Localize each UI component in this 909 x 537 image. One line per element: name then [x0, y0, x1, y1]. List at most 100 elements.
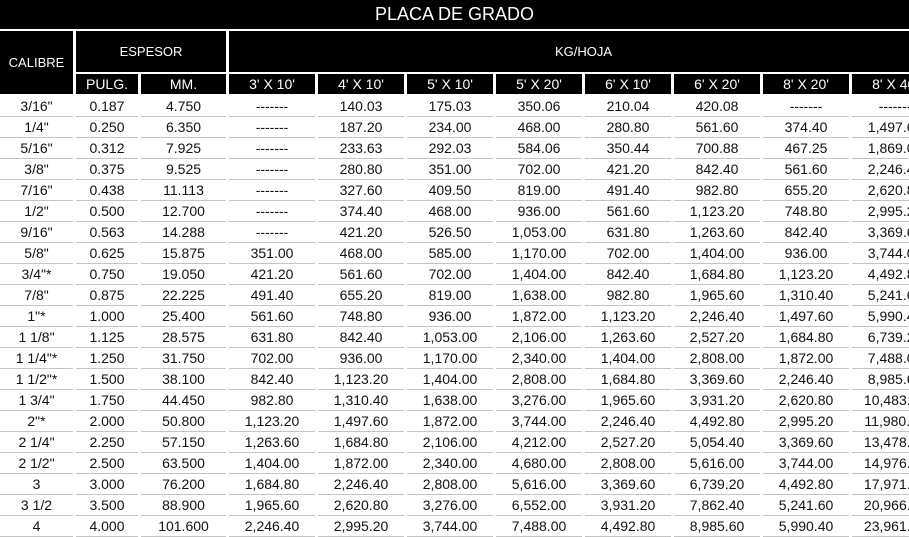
header-size: 6' X 10': [585, 74, 672, 96]
cell-kg: 2,246.40: [674, 306, 761, 327]
header-size: 4' X 10': [318, 74, 405, 96]
cell-kg: 702.00: [585, 243, 672, 264]
cell-kg: 1,684.80: [318, 432, 405, 453]
cell-kg: 2,995.20: [852, 201, 909, 222]
cell-kg: 1,123.20: [229, 411, 316, 432]
cell-mm: 19.050: [141, 264, 227, 285]
cell-calibre: 7/8": [0, 285, 73, 306]
cell-kg: 14,976.00: [852, 453, 909, 474]
cell-kg: 1,638.00: [496, 285, 583, 306]
cell-kg: 1,638.00: [407, 390, 494, 411]
cell-kg: 2,620.80: [318, 495, 405, 516]
cell-kg: 2,246.40: [585, 411, 672, 432]
cell-kg: 5,616.00: [496, 474, 583, 495]
cell-kg: 1,497.60: [852, 117, 909, 138]
cell-mm: 6.350: [141, 117, 227, 138]
cell-kg: 936.00: [763, 243, 850, 264]
cell-kg: 1,404.00: [229, 453, 316, 474]
cell-kg: 421.20: [318, 222, 405, 243]
cell-mm: 38.100: [141, 369, 227, 390]
cell-kg: 1,263.60: [229, 432, 316, 453]
cell-kg: 5,990.40: [763, 516, 850, 537]
table-row: 1 1/4"* 1.250 31.750 702.00 936.00 1,170.00 2,…: [0, 348, 909, 369]
cell-kg: 2,995.20: [318, 516, 405, 537]
cell-calibre: 3/8": [0, 159, 73, 180]
cell-kg: 2,106.00: [496, 327, 583, 348]
cell-kg: 982.80: [585, 285, 672, 306]
cell-kg: 5,241.60: [763, 495, 850, 516]
cell-mm: 7.925: [141, 138, 227, 159]
cell-calibre: 1 3/4": [0, 390, 73, 411]
cell-kg: 1,404.00: [496, 264, 583, 285]
header-calibre: CALIBRE: [0, 31, 73, 96]
cell-kg: 2,106.00: [407, 432, 494, 453]
cell-kg: 6,739.20: [852, 327, 909, 348]
cell-kg: -------: [229, 138, 316, 159]
header-kg-hoja: KG/HOJA: [229, 31, 909, 74]
cell-kg: 2,808.00: [407, 474, 494, 495]
cell-mm: 25.400: [141, 306, 227, 327]
cell-kg: 3,369.60: [763, 432, 850, 453]
cell-kg: 11,980.80: [852, 411, 909, 432]
cell-kg: 17,971.20: [852, 474, 909, 495]
cell-kg: 280.80: [318, 159, 405, 180]
cell-kg: 20,966.40: [852, 495, 909, 516]
cell-kg: 561.60: [763, 159, 850, 180]
header-mm: MM.: [141, 74, 227, 96]
header-size: 5' X 10': [407, 74, 494, 96]
table-row: 3/4"* 0.750 19.050 421.20 561.60 702.00 1,404.…: [0, 264, 909, 285]
cell-pulg: 1.000: [76, 306, 138, 327]
cell-mm: 14.288: [141, 222, 227, 243]
cell-kg: 187.20: [318, 117, 405, 138]
cell-kg: 350.44: [585, 138, 672, 159]
cell-kg: 8,985.60: [852, 369, 909, 390]
cell-kg: 748.80: [763, 201, 850, 222]
cell-kg: 561.60: [585, 201, 672, 222]
cell-kg: 1,684.80: [763, 327, 850, 348]
cell-kg: 1,123.20: [763, 264, 850, 285]
cell-kg: 8,985.60: [674, 516, 761, 537]
cell-kg: 491.40: [229, 285, 316, 306]
table-row: 7/8" 0.875 22.225 491.40 655.20 819.00 1,638.0…: [0, 285, 909, 306]
cell-kg: 631.80: [585, 222, 672, 243]
cell-kg: 175.03: [407, 96, 494, 117]
cell-kg: 5,241.60: [852, 285, 909, 306]
cell-calibre: 5/8": [0, 243, 73, 264]
cell-kg: 4,492.80: [585, 516, 672, 537]
cell-kg: 1,872.00: [318, 453, 405, 474]
cell-kg: 936.00: [318, 348, 405, 369]
header-pulg: PULG.: [76, 74, 138, 96]
table-row: 1"* 1.000 25.400 561.60 748.80 936.00 1,872.00…: [0, 306, 909, 327]
cell-kg: 23,961.60: [852, 516, 909, 537]
cell-kg: 2,808.00: [496, 369, 583, 390]
cell-kg: 585.00: [407, 243, 494, 264]
cell-kg: 1,497.60: [763, 306, 850, 327]
cell-kg: -------: [229, 180, 316, 201]
cell-kg: 1,123.20: [674, 201, 761, 222]
cell-kg: 748.80: [318, 306, 405, 327]
table-row: 5/8" 0.625 15.875 351.00 468.00 585.00 1,170.0…: [0, 243, 909, 264]
cell-kg: -------: [229, 159, 316, 180]
cell-pulg: 2.000: [76, 411, 138, 432]
table-row: 7/16" 0.438 11.113 ------- 327.60 409.50 819.0…: [0, 180, 909, 201]
cell-kg: 5,054.40: [674, 432, 761, 453]
cell-kg: 1,404.00: [407, 369, 494, 390]
cell-kg: 819.00: [407, 285, 494, 306]
cell-calibre: 5/16": [0, 138, 73, 159]
cell-kg: 1,684.80: [585, 369, 672, 390]
cell-mm: 28.575: [141, 327, 227, 348]
cell-kg: 491.40: [585, 180, 672, 201]
cell-kg: 1,965.60: [585, 390, 672, 411]
cell-kg: 3,276.00: [496, 390, 583, 411]
table-title: PLACA DE GRADO: [0, 0, 909, 29]
cell-kg: 2,527.20: [585, 432, 672, 453]
cell-mm: 15.875: [141, 243, 227, 264]
cell-kg: 1,684.80: [674, 264, 761, 285]
table-row: 1/2" 0.500 12.700 ------- 374.40 468.00 936.00…: [0, 201, 909, 222]
cell-kg: 2,808.00: [585, 453, 672, 474]
header-size: 5' X 20': [496, 74, 583, 96]
cell-pulg: 3.000: [76, 474, 138, 495]
cell-kg: 982.80: [674, 180, 761, 201]
cell-pulg: 0.375: [76, 159, 138, 180]
cell-kg: 1,053.00: [407, 327, 494, 348]
